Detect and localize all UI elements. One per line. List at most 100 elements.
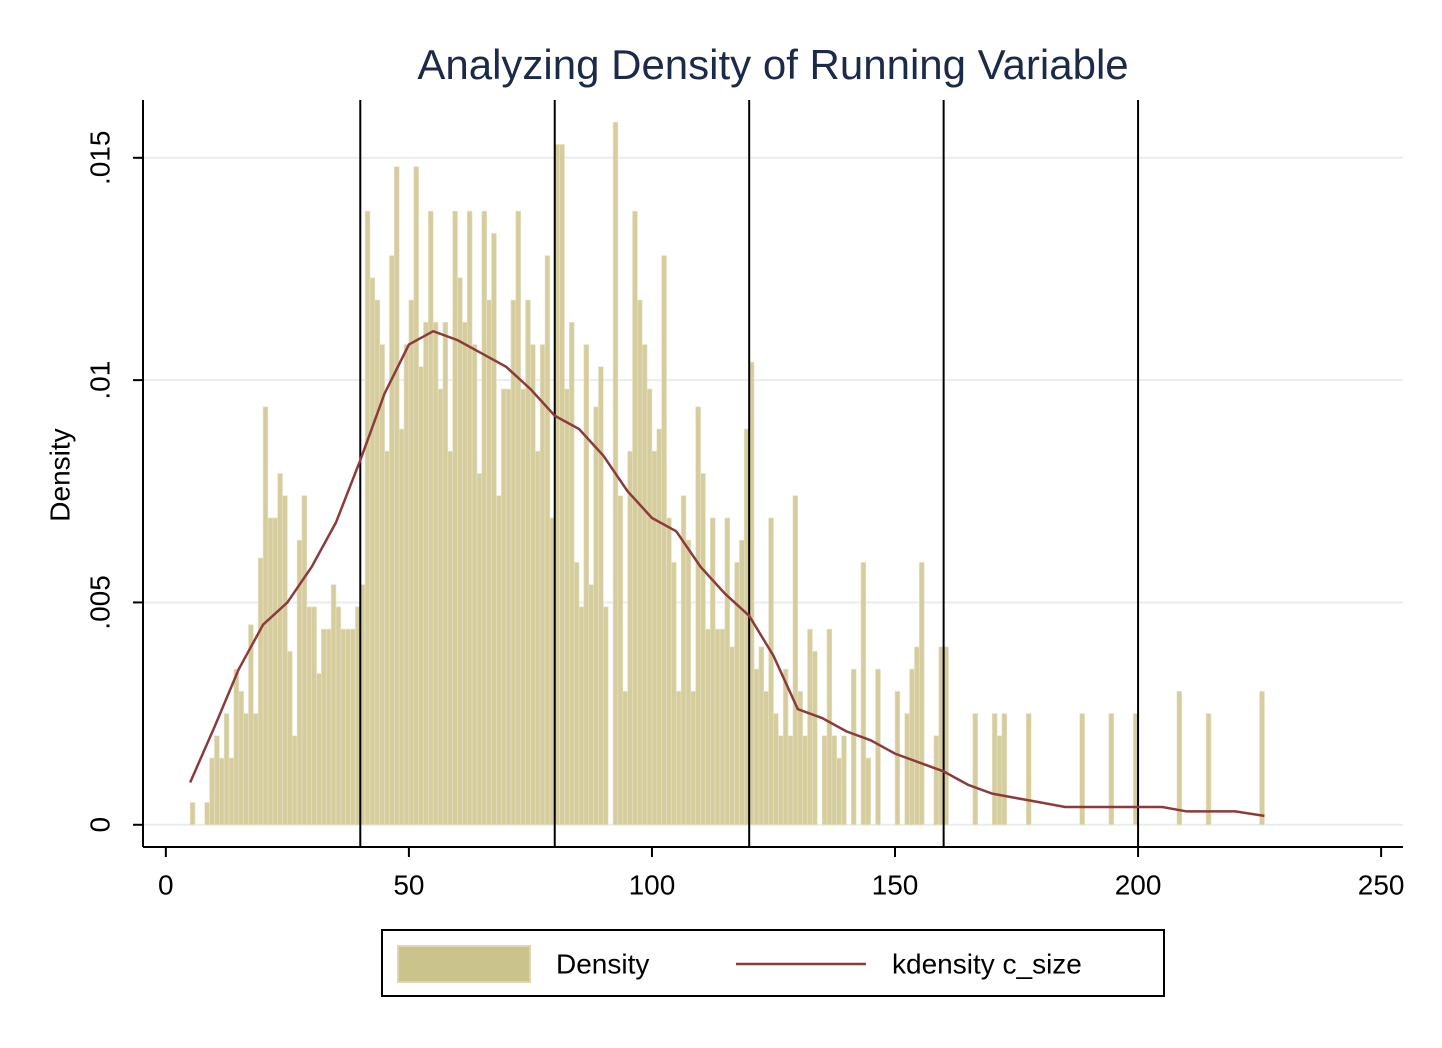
- bar: [690, 691, 697, 826]
- bar: [515, 210, 522, 826]
- bar: [335, 606, 342, 826]
- bar: [709, 517, 716, 826]
- bar: [1205, 713, 1212, 826]
- bar: [661, 255, 667, 826]
- bar: [593, 406, 599, 826]
- bar: [787, 735, 794, 826]
- bar: [394, 166, 400, 826]
- bar: [369, 277, 376, 826]
- bar: [700, 473, 706, 826]
- bar: [248, 624, 254, 826]
- bar: [466, 210, 473, 826]
- bar: [646, 388, 653, 826]
- bar: [904, 713, 910, 826]
- bar: [569, 322, 575, 826]
- bar: [379, 344, 385, 826]
- y-tick-label: 0: [84, 817, 115, 833]
- bar: [228, 757, 235, 826]
- bar: [243, 713, 249, 826]
- bar: [1025, 713, 1032, 826]
- bar: [860, 562, 867, 826]
- bar: [991, 713, 998, 826]
- bar: [476, 473, 483, 826]
- bar: [714, 628, 721, 826]
- bar: [447, 450, 453, 826]
- bar: [778, 735, 784, 826]
- bar: [792, 495, 799, 826]
- bar: [505, 388, 512, 826]
- bar: [262, 406, 269, 826]
- bar: [564, 388, 570, 826]
- bar: [763, 691, 769, 826]
- bar: [442, 322, 449, 826]
- legend-label: Density: [556, 948, 649, 979]
- bar: [408, 299, 415, 826]
- bar: [364, 210, 371, 826]
- bar: [826, 628, 833, 826]
- x-tick-label: 250: [1358, 869, 1405, 900]
- bar: [277, 473, 283, 826]
- bar: [209, 757, 215, 826]
- bar: [583, 344, 590, 826]
- bar: [695, 406, 701, 826]
- bar: [325, 628, 332, 826]
- bar: [374, 299, 381, 826]
- bar: [282, 495, 288, 826]
- bar: [656, 428, 662, 826]
- bar: [933, 735, 940, 826]
- bar: [768, 517, 774, 826]
- bar: [403, 344, 410, 826]
- bar: [821, 735, 828, 826]
- x-tick-label: 200: [1115, 869, 1162, 900]
- bar: [257, 557, 264, 826]
- bar: [719, 628, 726, 826]
- y-tick-label: .005: [84, 575, 115, 630]
- bar: [675, 691, 682, 826]
- bar: [452, 210, 458, 826]
- bar: [189, 802, 196, 826]
- bar: [841, 735, 847, 826]
- bar: [418, 366, 424, 826]
- bar: [539, 344, 546, 826]
- bar: [471, 344, 478, 826]
- bar: [627, 450, 633, 826]
- bar: [301, 495, 308, 826]
- bar: [758, 646, 765, 826]
- bar: [865, 757, 872, 826]
- bar: [802, 735, 808, 826]
- bar: [850, 668, 857, 826]
- bar: [972, 713, 978, 826]
- bar: [350, 628, 356, 826]
- bar: [233, 668, 240, 826]
- bar: [500, 388, 507, 826]
- bar: [272, 517, 278, 826]
- bar: [204, 802, 210, 826]
- bar: [996, 735, 1003, 826]
- bar: [389, 255, 395, 826]
- bar: [219, 757, 225, 826]
- bar: [345, 628, 351, 826]
- bar: [909, 668, 915, 826]
- legend-swatch: [397, 945, 531, 983]
- bar: [457, 277, 463, 826]
- bar: [739, 539, 745, 826]
- bar: [588, 584, 594, 826]
- bar: [223, 713, 230, 826]
- bar: [534, 450, 541, 826]
- bar: [894, 691, 901, 826]
- y-tick-label: .015: [84, 131, 115, 186]
- bar: [525, 299, 531, 826]
- bar: [753, 668, 760, 826]
- legend-label: kdensity c_size: [892, 948, 1082, 979]
- bar: [238, 691, 244, 826]
- bar: [705, 628, 711, 826]
- bar: [253, 713, 259, 826]
- bar: [641, 344, 648, 826]
- x-tick-label: 100: [629, 869, 676, 900]
- bar: [729, 646, 735, 826]
- bar: [437, 388, 444, 826]
- bar: [666, 517, 672, 826]
- bar: [291, 735, 298, 826]
- bar: [491, 233, 497, 826]
